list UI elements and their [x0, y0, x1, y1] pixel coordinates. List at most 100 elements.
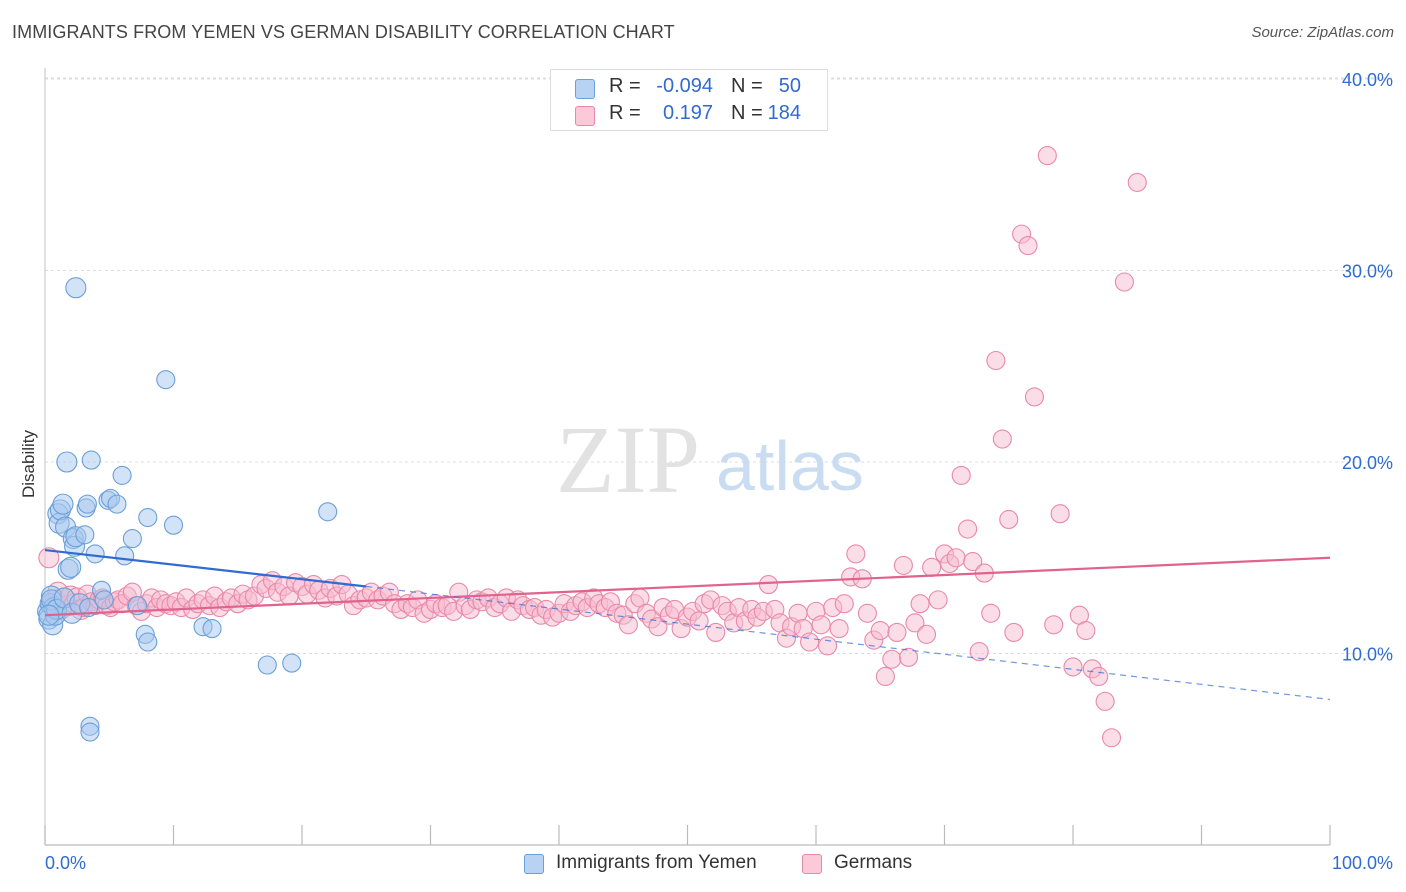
germans-point	[834, 594, 854, 614]
yemen-trend-line	[44, 548, 367, 588]
yemen-point	[112, 465, 132, 485]
legend-swatch-germans	[802, 854, 822, 874]
germans-point	[905, 613, 925, 633]
germans-point	[1076, 620, 1096, 641]
germans-point	[875, 666, 895, 687]
germans-point	[689, 611, 709, 631]
legend-n-value: 50	[778, 75, 801, 97]
germans-point	[1024, 387, 1044, 407]
yemen-point	[60, 556, 82, 578]
legend-row-germans: R = 0.197 N = 184	[551, 102, 827, 128]
yemen-point	[138, 507, 158, 528]
germans-point	[758, 575, 779, 595]
germans-point	[951, 465, 971, 485]
germans-point	[1018, 236, 1038, 256]
germans-point	[928, 590, 948, 610]
germans-point	[811, 615, 831, 635]
legend-swatch-germans	[575, 106, 595, 126]
gridlines	[45, 77, 1395, 654]
legend-swatch-yemen	[524, 854, 544, 874]
yemen-point	[80, 722, 100, 742]
yemen-point	[52, 493, 74, 515]
legend-item-yemen[interactable]: Immigrants from Yemen	[524, 850, 784, 878]
germans-point	[963, 552, 983, 572]
yemen-point	[138, 632, 158, 652]
germans-point	[922, 557, 942, 577]
germans-point	[648, 617, 668, 637]
germans-point	[981, 603, 1001, 623]
legend-r-label: R =	[609, 75, 641, 97]
germans-point	[887, 622, 907, 642]
yemen-point	[282, 653, 302, 673]
germans-point	[38, 547, 60, 569]
yemen-point	[56, 451, 78, 473]
germans-point	[1044, 615, 1064, 635]
yemen-point	[77, 494, 97, 514]
germans-point	[800, 632, 820, 652]
y-tick-label: 30.0%	[1342, 262, 1393, 282]
legend-r-label: R =	[609, 102, 641, 124]
legend-n-label: N =	[731, 75, 763, 97]
yemen-point	[202, 619, 222, 639]
germans-point	[999, 509, 1019, 530]
yemen-point	[318, 502, 338, 522]
germans-point	[818, 636, 838, 656]
germans-point	[1089, 666, 1109, 687]
germans-point	[1102, 728, 1122, 748]
legend-label-yemen: Immigrants from Yemen	[556, 852, 757, 873]
germans-point	[1050, 504, 1070, 524]
correlation-legend: R = -0.094 N = 50 R = 0.197 N = 184	[550, 69, 828, 131]
germans-point	[870, 620, 890, 641]
legend-item-germans[interactable]: Germans	[802, 850, 942, 878]
source-label: Source: ZipAtlas.com	[1251, 24, 1394, 41]
germans-point	[1127, 172, 1147, 192]
series-legend: Immigrants from Yemen Germans	[0, 850, 1406, 880]
legend-label-germans: Germans	[834, 852, 913, 873]
germans-point	[946, 548, 966, 568]
germans-point	[992, 429, 1012, 449]
germans-point	[846, 544, 866, 564]
germans-point	[969, 642, 989, 662]
germans-point	[916, 624, 937, 644]
legend-r-value: 0.197	[662, 102, 713, 124]
germans-point	[857, 603, 877, 623]
germans-point	[882, 649, 902, 669]
yemen-point	[156, 370, 176, 390]
germans-point	[986, 350, 1006, 371]
germans-point	[1063, 657, 1083, 677]
y-tick-label: 40.0%	[1342, 70, 1393, 90]
yemen-point	[257, 655, 277, 675]
watermark: ZIP atlas	[556, 406, 864, 513]
germans-point	[618, 615, 638, 635]
yemen-point	[85, 544, 105, 564]
axes	[44, 68, 1331, 846]
legend-n-label: N =	[731, 102, 763, 124]
trend-lines	[44, 548, 1331, 701]
yemen-trend-line-extrapolated	[366, 585, 1331, 701]
germans-point	[1004, 622, 1024, 642]
chart-title: IMMIGRANTS FROM YEMEN VS GERMAN DISABILI…	[12, 22, 675, 42]
legend-n-value: 184	[767, 102, 801, 124]
watermark-zip: ZIP	[556, 406, 700, 513]
series-yemen	[37, 277, 338, 742]
legend-swatch-yemen	[575, 79, 595, 99]
yemen-point	[81, 450, 101, 470]
yemen-point	[75, 525, 95, 545]
germans-point	[898, 647, 919, 667]
germans-point	[910, 594, 930, 614]
y-tick-label: 20.0%	[1342, 453, 1393, 473]
yemen-point	[115, 546, 135, 566]
y-axis-label: Disability	[19, 429, 38, 498]
yemen-point	[65, 277, 87, 299]
yemen-point	[163, 515, 184, 535]
legend-r-value: -0.094	[656, 75, 713, 97]
germans-point	[1037, 146, 1057, 166]
y-tick-label: 10.0%	[1342, 645, 1393, 665]
germans-point	[893, 555, 913, 575]
yemen-point	[107, 494, 127, 514]
legend-row-yemen: R = -0.094 N = 50	[551, 75, 827, 101]
germans-point	[1095, 691, 1115, 711]
germans-point	[829, 619, 849, 639]
tick-labels: 10.0% 20.0% 30.0% 40.0% 0.0% 100.0%	[45, 70, 1393, 873]
